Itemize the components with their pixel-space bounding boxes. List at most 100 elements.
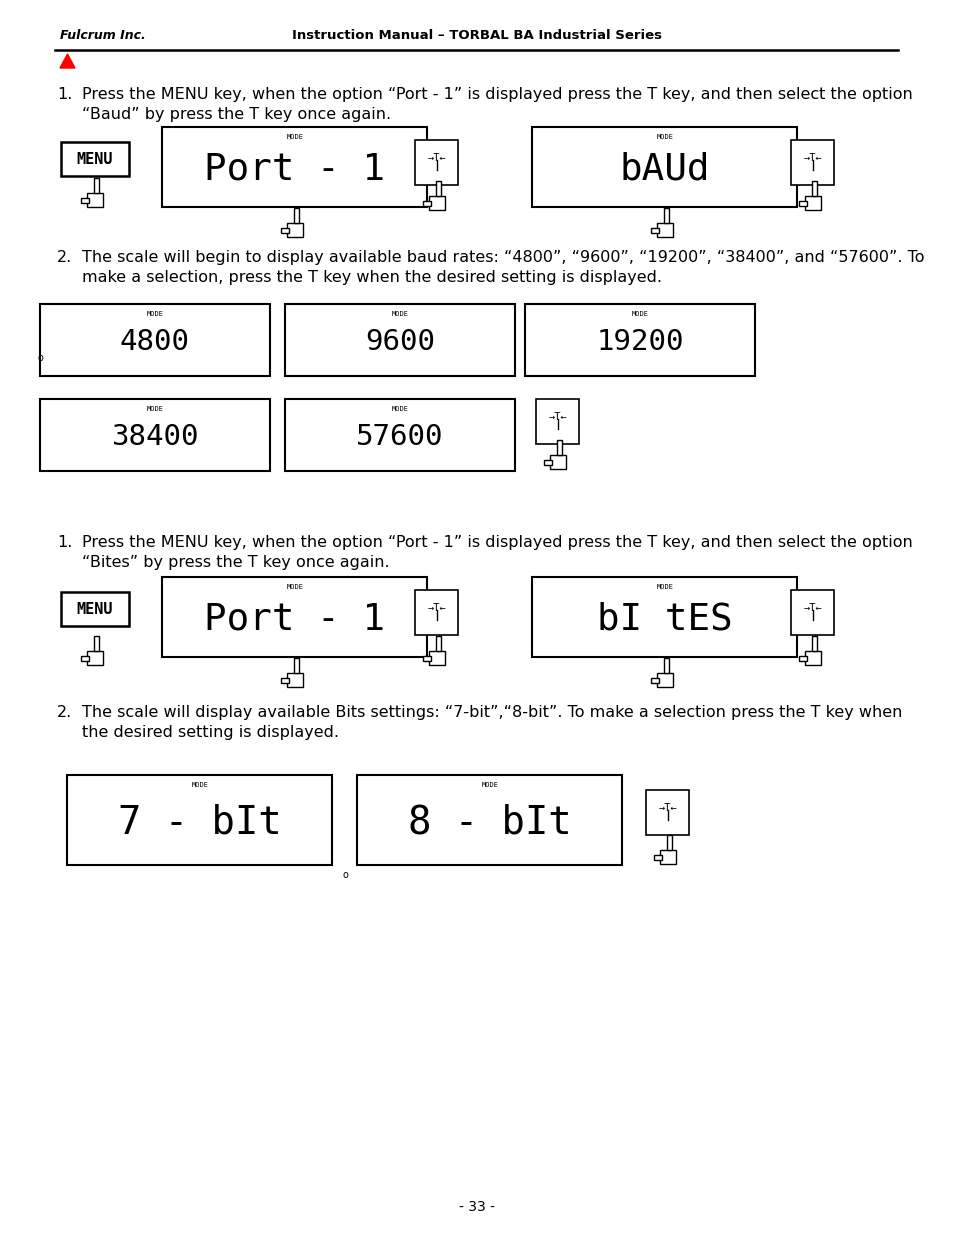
- Bar: [536, 399, 578, 443]
- Bar: [651, 678, 659, 683]
- Bar: [654, 855, 661, 860]
- Text: →T←: →T←: [548, 412, 567, 422]
- Bar: [81, 198, 89, 203]
- Bar: [543, 461, 551, 464]
- Bar: [549, 456, 566, 469]
- Text: o: o: [38, 353, 44, 363]
- Bar: [428, 196, 445, 210]
- Text: 19200: 19200: [596, 329, 683, 356]
- Bar: [68, 776, 333, 864]
- Bar: [416, 140, 458, 184]
- Bar: [428, 651, 445, 664]
- Bar: [287, 224, 303, 237]
- Bar: [799, 656, 806, 661]
- Bar: [436, 636, 440, 651]
- Bar: [804, 651, 821, 664]
- Bar: [281, 678, 289, 683]
- Text: MODE: MODE: [481, 782, 498, 788]
- Bar: [94, 178, 99, 193]
- Text: 2.: 2.: [57, 249, 72, 266]
- Bar: [557, 440, 561, 456]
- Text: Instruction Manual – TORBAL BA Industrial Series: Instruction Manual – TORBAL BA Industria…: [292, 28, 661, 42]
- Text: o: o: [342, 869, 348, 881]
- Text: 57600: 57600: [355, 424, 443, 451]
- Text: →T←: →T←: [802, 153, 821, 163]
- Bar: [663, 209, 668, 224]
- Bar: [811, 182, 816, 196]
- Bar: [656, 673, 673, 687]
- Text: make a selection, press the T key when the desired setting is displayed.: make a selection, press the T key when t…: [82, 270, 661, 285]
- Text: MODE: MODE: [286, 584, 303, 590]
- Text: MODE: MODE: [147, 406, 163, 412]
- Text: Press the MENU key, when the option “Port - 1” is displayed press the T key, and: Press the MENU key, when the option “Por…: [82, 535, 912, 550]
- Bar: [357, 776, 622, 864]
- Text: 2.: 2.: [57, 705, 72, 720]
- Bar: [40, 399, 270, 471]
- Polygon shape: [60, 54, 75, 68]
- Text: Fulcrum Inc.: Fulcrum Inc.: [60, 28, 146, 42]
- Bar: [656, 224, 673, 237]
- Bar: [659, 850, 676, 863]
- Bar: [81, 656, 89, 661]
- Bar: [294, 658, 298, 673]
- Bar: [285, 304, 515, 375]
- Bar: [666, 835, 671, 850]
- Text: MODE: MODE: [192, 782, 209, 788]
- Text: MODE: MODE: [656, 135, 673, 140]
- Text: “Bites” by press the T key once again.: “Bites” by press the T key once again.: [82, 555, 389, 571]
- Bar: [532, 577, 797, 657]
- Bar: [40, 304, 270, 375]
- Bar: [646, 789, 689, 835]
- Text: Port - 1: Port - 1: [204, 601, 385, 637]
- Bar: [524, 304, 754, 375]
- Text: bI tES: bI tES: [597, 601, 732, 637]
- Bar: [423, 201, 431, 206]
- Text: 9600: 9600: [365, 329, 435, 356]
- Bar: [87, 651, 103, 664]
- Bar: [811, 636, 816, 651]
- Bar: [94, 636, 99, 651]
- Text: 1.: 1.: [57, 86, 72, 103]
- Text: MODE: MODE: [147, 311, 163, 317]
- Text: The scale will begin to display available baud rates: “4800”, “9600”, “19200”, “: The scale will begin to display availabl…: [82, 249, 923, 266]
- Text: 8 - bIt: 8 - bIt: [408, 803, 571, 841]
- Bar: [791, 140, 834, 184]
- Text: MODE: MODE: [391, 406, 408, 412]
- Text: Press the MENU key, when the option “Port - 1” is displayed press the T key, and: Press the MENU key, when the option “Por…: [82, 86, 912, 103]
- Text: 38400: 38400: [112, 424, 198, 451]
- Text: MODE: MODE: [286, 135, 303, 140]
- Text: MODE: MODE: [631, 311, 648, 317]
- Bar: [61, 592, 129, 626]
- Text: →T←: →T←: [427, 603, 446, 613]
- Text: →T←: →T←: [658, 803, 677, 813]
- Text: 1.: 1.: [57, 535, 72, 550]
- Bar: [294, 209, 298, 224]
- Bar: [162, 577, 427, 657]
- Bar: [791, 589, 834, 635]
- Text: The scale will display available Bits settings: “7-bit”,“8-bit”. To make a selec: The scale will display available Bits se…: [82, 705, 902, 720]
- Text: MENU: MENU: [76, 152, 113, 167]
- Text: Port - 1: Port - 1: [204, 151, 385, 186]
- Bar: [87, 193, 103, 206]
- Bar: [799, 201, 806, 206]
- Text: MENU: MENU: [76, 601, 113, 616]
- Bar: [416, 589, 458, 635]
- Text: MODE: MODE: [656, 584, 673, 590]
- Bar: [281, 228, 289, 232]
- Text: 7 - bIt: 7 - bIt: [118, 803, 281, 841]
- Bar: [532, 127, 797, 207]
- Text: the desired setting is displayed.: the desired setting is displayed.: [82, 725, 338, 740]
- Bar: [663, 658, 668, 673]
- Bar: [285, 399, 515, 471]
- Bar: [436, 182, 440, 196]
- Bar: [804, 196, 821, 210]
- Text: MODE: MODE: [391, 311, 408, 317]
- Text: 4800: 4800: [120, 329, 190, 356]
- Text: bAUd: bAUd: [619, 151, 709, 186]
- Bar: [61, 142, 129, 177]
- Bar: [287, 673, 303, 687]
- Text: “Baud” by press the T key once again.: “Baud” by press the T key once again.: [82, 107, 391, 122]
- Bar: [162, 127, 427, 207]
- Text: - 33 -: - 33 -: [458, 1200, 495, 1214]
- Text: →T←: →T←: [427, 153, 446, 163]
